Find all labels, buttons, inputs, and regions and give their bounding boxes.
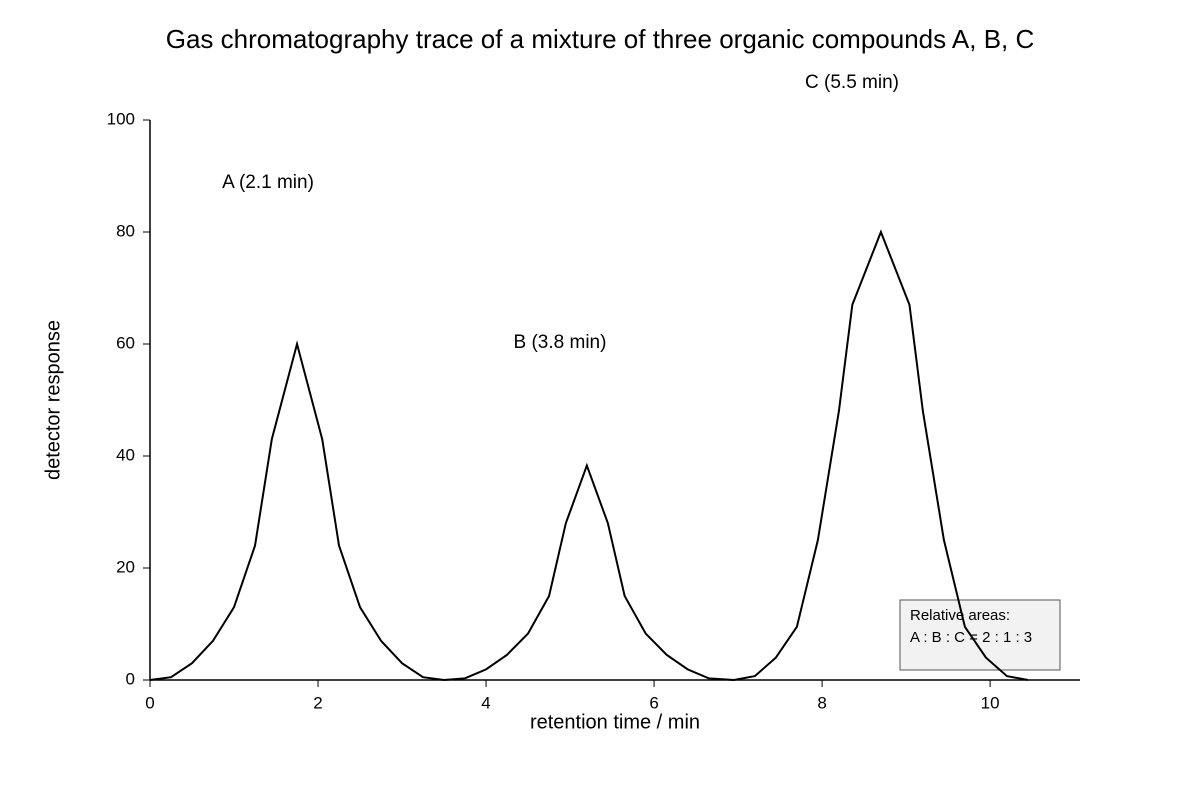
- y-tick-label: 100: [107, 109, 135, 128]
- peak-annotation: C (5.5 min): [805, 72, 899, 93]
- note-box: [899, 599, 1061, 671]
- y-tick-label: 80: [116, 221, 135, 240]
- y-tick-label: 20: [116, 557, 135, 576]
- x-tick-label: 8: [817, 693, 826, 712]
- y-axis-label: detector response: [42, 320, 64, 480]
- y-tick-label: 40: [116, 445, 135, 464]
- peak-annotation: A (2.1 min): [222, 172, 314, 193]
- peak-annotation: B (3.8 min): [514, 332, 607, 353]
- note-text: A : B : C = 2 : 1 : 3: [910, 629, 1032, 646]
- note-text: Relative areas:: [910, 607, 1010, 624]
- x-tick-label: 6: [649, 693, 658, 712]
- x-tick-label: 4: [481, 693, 490, 712]
- x-tick-label: 10: [981, 693, 1000, 712]
- trace-line: [149, 229, 1029, 682]
- y-tick-label: 60: [116, 333, 135, 352]
- x-tick-label: 2: [313, 693, 322, 712]
- y-tick-label: 0: [126, 669, 135, 688]
- x-axis-label: retention time / min: [530, 711, 700, 733]
- chart-title: Gas chromatography trace of a mixture of…: [166, 24, 1035, 54]
- x-tick-label: 0: [145, 693, 154, 712]
